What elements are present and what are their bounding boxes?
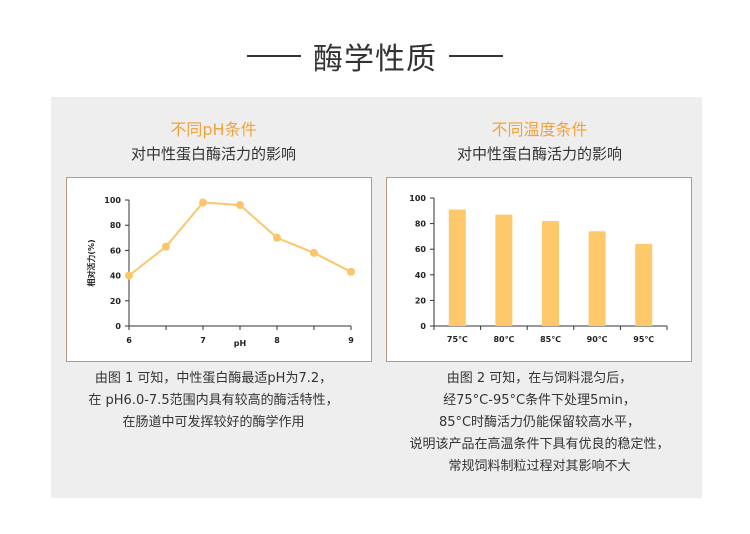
ph-line-chart: 0 20 40 60 80 100 6 7 8 9 pH 相对活力(%) — [86, 196, 355, 348]
temperature-section: 不同温度条件 对中性蛋白酶活力的影响 0 20 40 60 80 100 75℃ 80℃ 85℃… — [377, 97, 702, 498]
temperature-chart: 0 20 40 60 80 100 75℃ 80℃ 85℃ 90℃ 95℃ — [386, 177, 692, 362]
ph-series-line — [128, 201, 352, 277]
x-tick-label: 85℃ — [540, 335, 561, 344]
x-tick-label: 6 — [126, 336, 132, 345]
y-tick-label: 20 — [110, 297, 122, 306]
ph-data-point — [273, 233, 281, 242]
temperature-description-line: 85°C时酶活力仍能保留较高水平， — [438, 415, 641, 430]
x-tick-label: 75℃ — [447, 335, 468, 344]
temperature-bar — [542, 221, 559, 326]
x-tick-label: 7 — [200, 336, 206, 345]
y-axis-label: 相对活力(%) — [86, 239, 96, 286]
ph-description-line: 在肠道中可发挥较好的酶学作用 — [122, 415, 305, 430]
ph-section-title: 不同pH条件 — [170, 120, 257, 139]
temperature-description-line: 说明该产品在高温条件下具有优良的稳定性， — [409, 437, 670, 452]
ph-description-line: 由图 1 可知，中性蛋白酶最适pH为7.2， — [94, 371, 333, 386]
ph-chart: 0 20 40 60 80 100 6 7 8 9 pH 相对活力(%) — [66, 177, 372, 362]
temperature-section-subtitle: 对中性蛋白酶活力的影响 — [456, 145, 622, 163]
temperature-description-line: 经75°C-95°C条件下处理5min， — [443, 393, 636, 408]
temperature-bar — [635, 244, 653, 326]
y-tick-label: 20 — [415, 296, 427, 305]
temperature-section-title: 不同温度条件 — [491, 120, 588, 139]
ph-data-point — [310, 248, 318, 257]
y-tick-label: 80 — [110, 221, 122, 230]
temperature-bar — [588, 231, 606, 326]
y-tick-label: 100 — [104, 196, 121, 205]
ph-data-point — [347, 267, 355, 276]
x-tick-label: 8 — [274, 336, 280, 345]
y-tick-label: 0 — [420, 322, 426, 331]
ph-data-point — [236, 201, 244, 210]
x-axis-label: pH — [234, 339, 246, 348]
temperature-bar-chart: 0 20 40 60 80 100 75℃ 80℃ 85℃ 90℃ 95℃ — [409, 194, 668, 344]
y-tick-label: 40 — [415, 271, 427, 280]
content-panel: 不同pH条件 对中性蛋白酶活力的影响 0 20 40 60 80 100 6 7 8 9 pH 相对活… — [51, 97, 702, 498]
y-tick-label: 80 — [415, 220, 427, 229]
ph-description-line: 在 pH6.0-7.5范围内具有较高的酶活特性， — [88, 393, 339, 408]
x-tick-label: 95℃ — [633, 335, 654, 344]
y-tick-label: 0 — [115, 322, 121, 331]
ph-section: 不同pH条件 对中性蛋白酶活力的影响 0 20 40 60 80 100 6 7 8 9 pH 相对活… — [51, 97, 376, 498]
ph-data-point — [125, 271, 133, 280]
x-tick-label: 80℃ — [493, 335, 514, 344]
y-tick-label: 60 — [415, 245, 427, 254]
y-tick-label: 100 — [409, 194, 426, 203]
temperature-description-line: 常规饲料制粒过程对其影响不大 — [448, 459, 631, 474]
ph-section-subtitle: 对中性蛋白酶活力的影响 — [130, 145, 296, 163]
temperature-bar — [495, 214, 513, 326]
y-tick-label: 40 — [110, 272, 122, 281]
ph-data-point — [199, 198, 207, 207]
x-tick-label: 90℃ — [587, 335, 608, 344]
temperature-description-line: 由图 2 可知，在与饲料混匀后， — [446, 371, 633, 386]
title-dash-right — [449, 55, 503, 57]
title-dash-left — [247, 55, 301, 57]
ph-description: 由图 1 可知，中性蛋白酶最适pH为7.2， 在 pH6.0-7.5范围内具有较… — [51, 368, 376, 434]
y-tick-label: 60 — [110, 246, 122, 255]
temperature-bar — [448, 209, 466, 326]
temperature-description: 由图 2 可知，在与饲料混匀后， 经75°C-95°C条件下处理5min， 85… — [377, 368, 702, 478]
ph-data-point — [162, 242, 170, 251]
page-title-text: 酶学性质 — [313, 42, 437, 77]
page-title: 酶学性质 — [0, 30, 750, 78]
x-tick-label: 9 — [348, 336, 354, 345]
